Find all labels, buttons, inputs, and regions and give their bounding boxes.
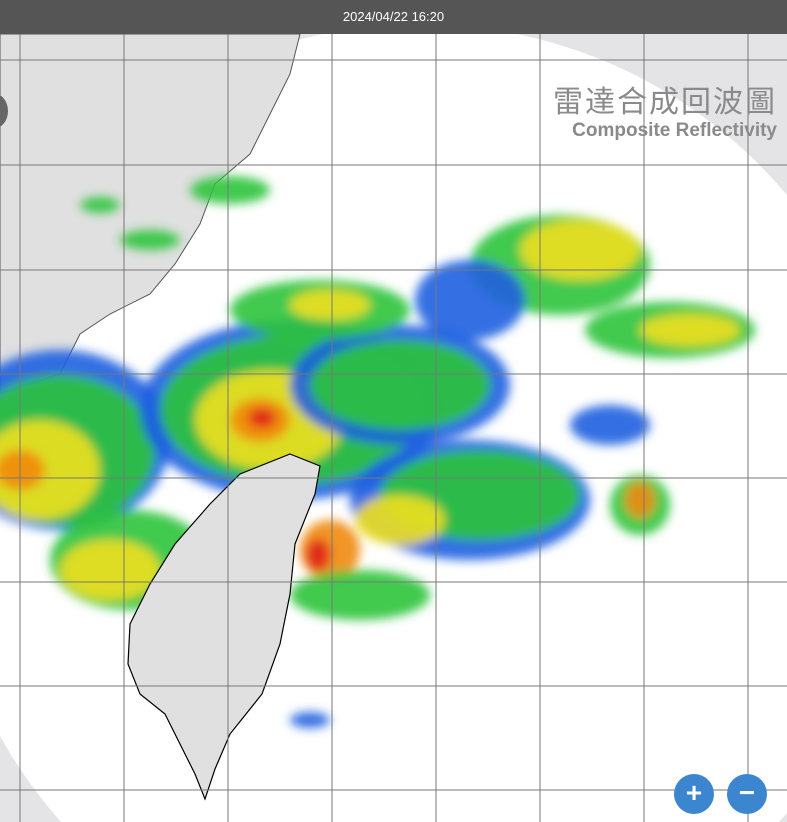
minus-icon: − xyxy=(738,777,756,808)
echo-heavy xyxy=(0,450,45,490)
timestamp: 2024/04/22 16:20 xyxy=(342,9,445,24)
map-canvas[interactable] xyxy=(0,34,787,822)
radar-echoes xyxy=(0,176,755,728)
echo-light xyxy=(310,340,490,430)
echo-weak xyxy=(290,712,330,728)
lat-lon-grid xyxy=(0,34,787,822)
echo-moderate xyxy=(290,290,370,320)
echo-weak xyxy=(415,260,525,340)
taiwan-outline xyxy=(127,453,321,801)
echo-moderate xyxy=(640,314,740,346)
radar-map[interactable]: 雷達合成回波圖 Composite Reflectivity + − xyxy=(0,34,787,822)
echo-weak xyxy=(570,405,650,445)
echo-moderate xyxy=(60,540,160,600)
echo-light xyxy=(120,230,180,250)
side-panel-toggle[interactable] xyxy=(0,94,8,128)
echo-moderate xyxy=(0,420,100,520)
echo-heavy xyxy=(625,482,655,518)
taiwan-island xyxy=(127,453,321,801)
echo-intense xyxy=(306,539,330,571)
zoom-in-button[interactable]: + xyxy=(674,774,714,814)
zoom-out-button[interactable]: − xyxy=(727,774,767,814)
echo-moderate xyxy=(355,495,445,545)
timestamp-bar: 2024/04/22 16:20 xyxy=(0,0,787,34)
map-title: 雷達合成回波圖 Composite Reflectivity xyxy=(553,86,777,142)
echo-light xyxy=(190,176,270,204)
echo-light xyxy=(290,570,430,620)
echo-light xyxy=(80,197,120,213)
title-chinese: 雷達合成回波圖 xyxy=(553,86,777,119)
plus-icon: + xyxy=(685,777,703,808)
echo-moderate xyxy=(520,220,640,280)
title-english: Composite Reflectivity xyxy=(572,120,777,141)
echo-intense xyxy=(248,408,276,428)
